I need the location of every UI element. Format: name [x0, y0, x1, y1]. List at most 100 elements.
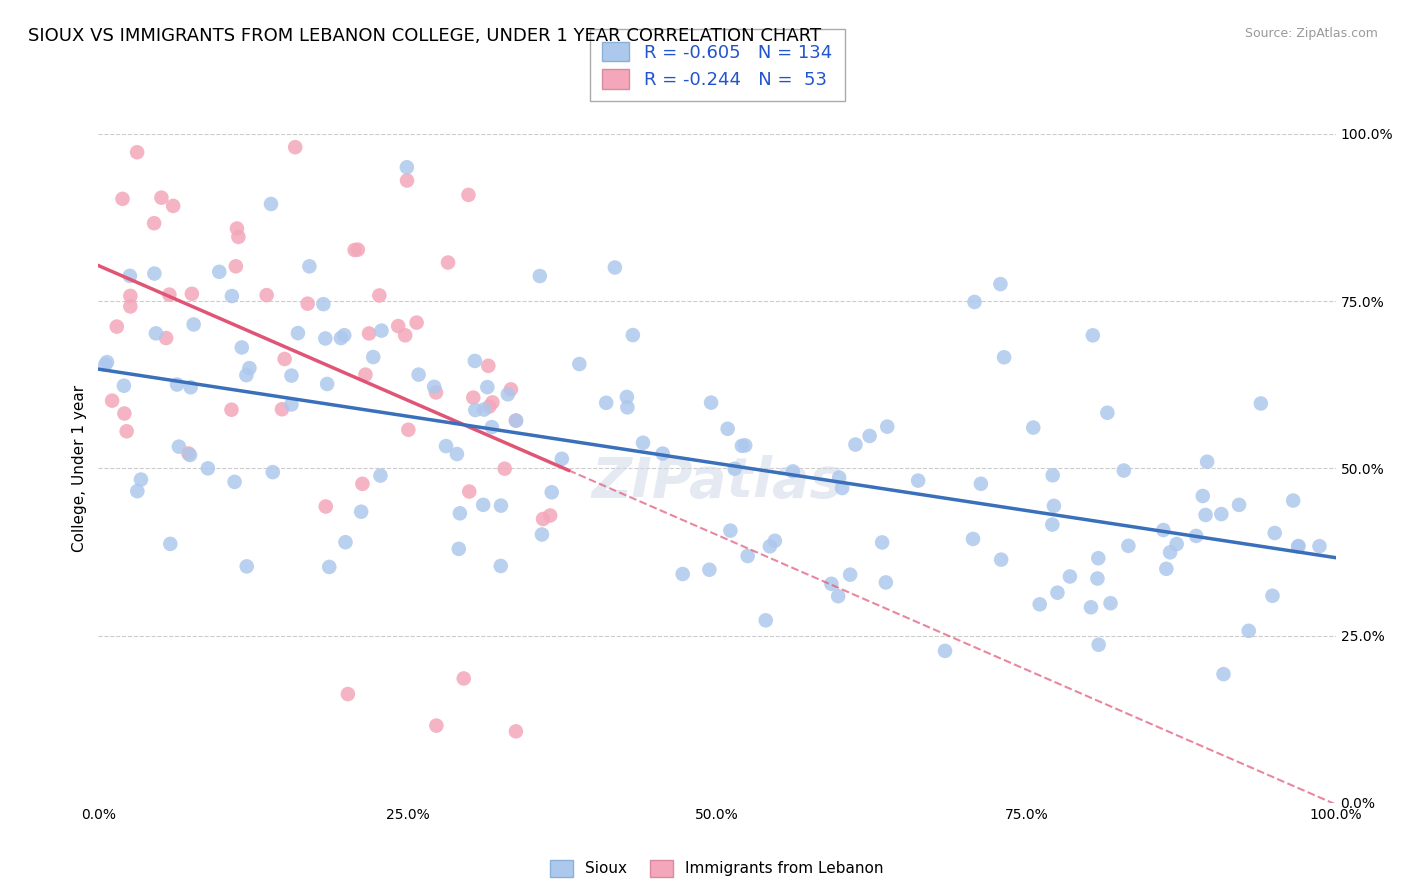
Point — [94, 358, 117, 372]
Point — [1097, 406, 1119, 420]
Point — [423, 380, 446, 394]
Point — [477, 380, 499, 394]
Point — [505, 724, 527, 739]
Point — [280, 397, 302, 411]
Point — [531, 512, 554, 526]
Point — [472, 402, 495, 417]
Point — [1087, 638, 1109, 652]
Point — [335, 535, 357, 549]
Point — [1197, 455, 1219, 469]
Point — [1118, 539, 1140, 553]
Point — [651, 446, 673, 460]
Point — [839, 567, 862, 582]
Point — [208, 265, 231, 279]
Point — [731, 439, 754, 453]
Point — [1308, 539, 1330, 553]
Point — [256, 288, 278, 302]
Point — [183, 318, 205, 332]
Point — [538, 508, 561, 523]
Point — [280, 368, 302, 383]
Point — [1112, 463, 1135, 477]
Point — [284, 140, 307, 154]
Point — [481, 420, 503, 434]
Point — [631, 435, 654, 450]
Point — [1250, 396, 1272, 410]
Point — [505, 414, 527, 428]
Point — [1059, 569, 1081, 583]
Point — [260, 197, 283, 211]
Point — [297, 296, 319, 310]
Point — [477, 359, 499, 373]
Point — [225, 260, 247, 274]
Point — [672, 567, 695, 582]
Point — [396, 423, 419, 437]
Point — [446, 447, 468, 461]
Point — [395, 173, 418, 187]
Point — [699, 563, 721, 577]
Point — [1022, 420, 1045, 434]
Point — [120, 289, 142, 303]
Y-axis label: College, Under 1 year: College, Under 1 year — [72, 384, 87, 552]
Point — [231, 341, 253, 355]
Point — [481, 395, 503, 409]
Point — [876, 419, 898, 434]
Point — [273, 351, 295, 366]
Point — [350, 505, 373, 519]
Point — [118, 268, 141, 283]
Point — [238, 361, 260, 376]
Legend: Sioux, Immigrants from Lebanon: Sioux, Immigrants from Lebanon — [538, 847, 896, 888]
Text: SIOUX VS IMMIGRANTS FROM LEBANON COLLEGE, UNDER 1 YEAR CORRELATION CHART: SIOUX VS IMMIGRANTS FROM LEBANON COLLEGE… — [28, 27, 821, 45]
Point — [127, 484, 149, 499]
Point — [180, 286, 202, 301]
Point — [1264, 526, 1286, 541]
Point — [96, 355, 118, 369]
Point — [616, 390, 638, 404]
Point — [734, 438, 756, 452]
Point — [494, 461, 516, 475]
Point — [990, 552, 1012, 566]
Point — [262, 465, 284, 479]
Point — [354, 368, 377, 382]
Point — [1042, 468, 1064, 483]
Point — [1081, 328, 1104, 343]
Text: ZIPatlas: ZIPatlas — [592, 455, 842, 508]
Point — [870, 535, 893, 549]
Point — [1286, 540, 1309, 554]
Point — [489, 499, 512, 513]
Point — [115, 424, 138, 438]
Point — [112, 407, 135, 421]
Point — [298, 260, 321, 274]
Point — [129, 473, 152, 487]
Point — [221, 289, 243, 303]
Point — [370, 324, 392, 338]
Point — [453, 672, 475, 686]
Point — [458, 484, 481, 499]
Point — [127, 145, 149, 160]
Point — [352, 476, 374, 491]
Point — [717, 422, 740, 436]
Point — [235, 368, 257, 383]
Point — [1099, 596, 1122, 610]
Point — [1046, 585, 1069, 599]
Point — [1261, 589, 1284, 603]
Point — [143, 267, 166, 281]
Point — [408, 368, 430, 382]
Point — [1212, 667, 1234, 681]
Point — [120, 300, 142, 314]
Point — [603, 260, 626, 275]
Point — [177, 446, 200, 460]
Point — [1194, 508, 1216, 522]
Point — [150, 191, 173, 205]
Point — [831, 481, 853, 495]
Point — [271, 402, 294, 417]
Point — [1152, 523, 1174, 537]
Point — [844, 437, 866, 451]
Point — [425, 385, 447, 400]
Point — [540, 485, 562, 500]
Point — [180, 380, 202, 394]
Point — [1282, 493, 1305, 508]
Point — [101, 393, 124, 408]
Point — [221, 402, 243, 417]
Point — [464, 403, 486, 417]
Point — [1087, 551, 1109, 566]
